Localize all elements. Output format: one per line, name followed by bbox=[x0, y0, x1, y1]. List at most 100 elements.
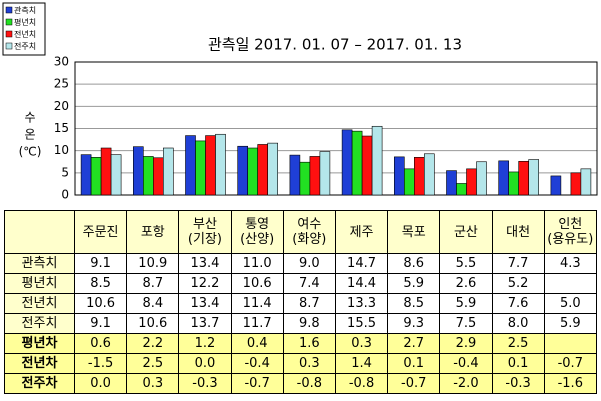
table-cell: 15.5 bbox=[334, 313, 389, 334]
table-cell: 관측치 bbox=[4, 253, 75, 274]
bar bbox=[110, 154, 122, 196]
table-cell: 0.3 bbox=[126, 373, 180, 394]
y-tick-label: 0 bbox=[61, 188, 69, 202]
y-axis-label: (℃) bbox=[19, 145, 42, 159]
table-cell: 8.7 bbox=[282, 293, 336, 314]
table-cell: 5.0 bbox=[543, 293, 597, 314]
bar bbox=[237, 145, 248, 196]
bar bbox=[100, 147, 112, 196]
legend-swatch bbox=[5, 42, 13, 50]
table-cell: 10.6 bbox=[126, 313, 180, 334]
table-cell: 5.5 bbox=[439, 253, 493, 274]
table-row: 전년차 -1.5 2.5 0.0 -0.4 0.3 1.4 0.1 -0.4 0.1 -0.7 bbox=[4, 353, 597, 374]
table-cell: 1.2 bbox=[178, 333, 232, 354]
table-cell: 10.6 bbox=[73, 293, 128, 314]
bar bbox=[205, 135, 216, 196]
table-cell: 전주치 bbox=[4, 313, 75, 334]
table-cell: -0.4 bbox=[230, 353, 284, 374]
table-cell: 통영 (산양) bbox=[230, 210, 284, 254]
table-cell bbox=[543, 273, 597, 294]
table-cell: 9.0 bbox=[282, 253, 336, 274]
table-cell: 0.0 bbox=[73, 373, 128, 394]
table-cell: 5.9 bbox=[543, 313, 597, 334]
bar bbox=[518, 161, 530, 196]
bar bbox=[163, 147, 174, 196]
bar bbox=[508, 171, 520, 196]
bar bbox=[403, 168, 415, 196]
table-cell: 8.0 bbox=[491, 313, 545, 334]
table-cell: -0.3 bbox=[491, 373, 545, 394]
bar bbox=[299, 161, 311, 196]
table-cell: -0.7 bbox=[543, 353, 597, 374]
y-axis-label: 수 bbox=[24, 111, 35, 125]
bar bbox=[498, 160, 510, 196]
bar bbox=[215, 133, 226, 196]
table-cell: 목포 bbox=[387, 210, 441, 254]
data-table: 주문진 포항 부산 (기장) 통영 (산양) 여수 (화양) 제주 목포 군산 대천 인천 (용유… bbox=[4, 210, 597, 394]
bar bbox=[80, 154, 92, 196]
table-cell: 5.9 bbox=[439, 293, 493, 314]
table-cell: 0.3 bbox=[282, 353, 336, 374]
table-cell: 9.8 bbox=[282, 313, 336, 334]
table-cell bbox=[543, 333, 597, 354]
table-cell: -2.0 bbox=[439, 373, 493, 394]
table-row: 전주차 0.0 0.3 -0.3 -0.7 -0.8 -0.8 -0.7 -2.0 -0.3 -1.… bbox=[4, 373, 597, 394]
table-cell: -1.6 bbox=[543, 373, 597, 394]
table-cell: -0.7 bbox=[387, 373, 441, 394]
y-axis-label: 온 bbox=[24, 128, 35, 142]
table-cell: 14.7 bbox=[334, 253, 389, 274]
bar bbox=[133, 146, 144, 196]
chart: 관측일 2017. 01. 07 – 2017. 01. 13 0 5 10 15 20… bbox=[2, 2, 598, 202]
y-tick-label: 10 bbox=[54, 143, 69, 157]
table-cell: -0.8 bbox=[282, 373, 336, 394]
table-cell: 13.4 bbox=[178, 253, 232, 274]
table-cell: 제주 bbox=[334, 210, 389, 254]
table-cell: 8.4 bbox=[126, 293, 180, 314]
table-cell: -0.3 bbox=[178, 373, 232, 394]
table-cell: 4.3 bbox=[543, 253, 597, 274]
y-tick-label: 5 bbox=[61, 165, 69, 179]
table-cell: 12.2 bbox=[178, 273, 232, 294]
bar bbox=[393, 156, 405, 196]
bar bbox=[289, 154, 301, 196]
bar bbox=[247, 147, 258, 196]
table-cell: 2.2 bbox=[126, 333, 180, 354]
bar bbox=[570, 172, 582, 196]
table-cell: 7.6 bbox=[491, 293, 545, 314]
table-cell: 11.7 bbox=[230, 313, 284, 334]
table-cell: 1.6 bbox=[282, 333, 336, 354]
table-cell: 여수 (화양) bbox=[282, 210, 336, 254]
table-cell: 2.5 bbox=[126, 353, 180, 374]
table-row: 평년차 0.6 2.2 1.2 0.4 1.6 0.3 2.7 2.9 2.5 bbox=[4, 333, 597, 354]
table-cell: -1.5 bbox=[73, 353, 128, 374]
table-cell: 평년치 bbox=[4, 273, 75, 294]
table-cell: 8.6 bbox=[387, 253, 441, 274]
table-cell: 7.4 bbox=[282, 273, 336, 294]
table-row: 전주치 9.1 10.6 13.7 11.7 9.8 15.5 9.3 7.5 8.0 5.9 bbox=[4, 313, 597, 334]
table-cell: 전년치 bbox=[4, 293, 75, 314]
table-cell: 포항 bbox=[126, 210, 180, 254]
table-cell: 2.5 bbox=[491, 333, 545, 354]
table-cell: 0.6 bbox=[73, 333, 128, 354]
table-cell: 인천 (용유도) bbox=[543, 210, 597, 254]
bar bbox=[550, 175, 562, 196]
legend-label: 전년치 bbox=[14, 29, 36, 39]
bar bbox=[371, 125, 383, 196]
table-cell: 10.6 bbox=[230, 273, 284, 294]
bar bbox=[185, 135, 196, 196]
bar bbox=[153, 157, 164, 196]
bar bbox=[143, 156, 154, 196]
table-cell bbox=[4, 210, 75, 254]
table-cell: 2.6 bbox=[439, 273, 493, 294]
table-cell: 13.3 bbox=[334, 293, 389, 314]
table-cell: 부산 (기장) bbox=[178, 210, 232, 254]
table-cell: 5.2 bbox=[491, 273, 545, 294]
table-cell: 5.9 bbox=[387, 273, 441, 294]
y-tick-label: 25 bbox=[54, 77, 69, 91]
table-cell: 9.3 bbox=[387, 313, 441, 334]
table-cell: 군산 bbox=[439, 210, 493, 254]
bar bbox=[446, 170, 457, 196]
table-cell: 13.7 bbox=[178, 313, 232, 334]
bar bbox=[195, 140, 206, 196]
